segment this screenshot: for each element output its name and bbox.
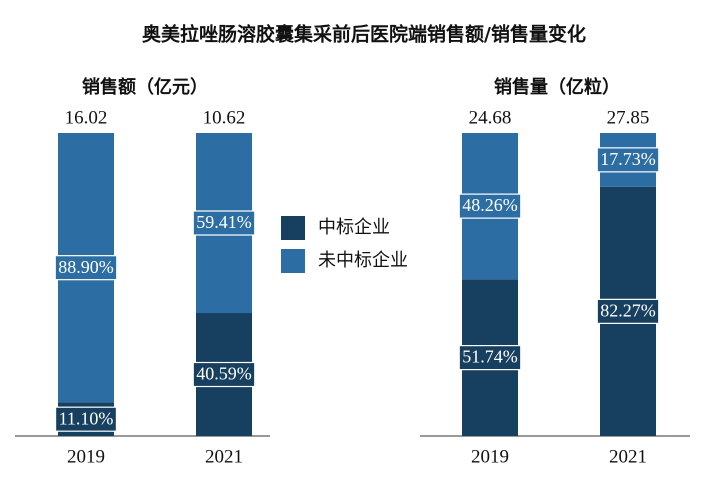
total-label: 10.62 — [203, 107, 246, 128]
value-label: 88.90% — [58, 257, 114, 277]
value-label-box — [458, 193, 522, 219]
value-label-box — [596, 298, 660, 324]
x-tick-label: 2019 — [471, 446, 509, 467]
value-label: 59.41% — [196, 212, 252, 232]
panel-title: 销售量（亿粒） — [494, 76, 620, 98]
value-label: 51.74% — [462, 347, 518, 367]
value-label-box — [192, 210, 256, 236]
value-label: 82.27% — [600, 300, 656, 320]
value-label: 17.73% — [600, 149, 656, 169]
panel-title: 销售额（亿元） — [82, 76, 208, 98]
x-tick-label: 2021 — [609, 446, 647, 467]
value-label: 40.59% — [196, 364, 252, 384]
total-label: 27.85 — [607, 107, 650, 128]
x-tick-label: 2021 — [205, 446, 243, 467]
legend-swatch — [281, 249, 305, 273]
total-label: 16.02 — [65, 107, 108, 128]
chart-title: 奥美拉唑肠溶胶囊集采前后医院端销售额/销售量变化 — [142, 23, 586, 46]
value-label-box — [54, 255, 118, 281]
value-label-box — [458, 345, 522, 371]
value-label-box — [596, 147, 660, 173]
total-label: 24.68 — [469, 107, 512, 128]
x-tick-label: 2019 — [67, 446, 105, 467]
value-label-box — [192, 361, 256, 388]
legend-label: 未中标企业 — [318, 250, 408, 271]
legend-swatch — [281, 216, 305, 240]
value-label-box — [54, 406, 118, 432]
value-label: 48.26% — [462, 195, 518, 215]
legend-label: 中标企业 — [318, 217, 390, 238]
value-label: 11.10% — [59, 408, 114, 428]
